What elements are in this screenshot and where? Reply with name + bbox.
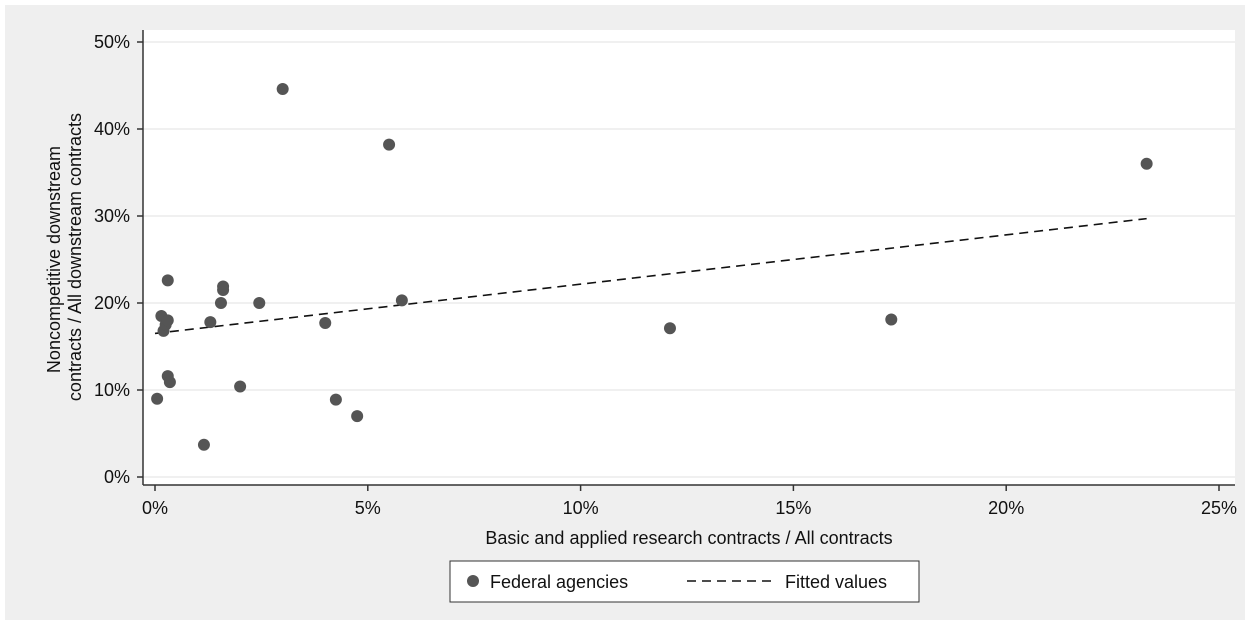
- y-tick-label: 20%: [94, 293, 130, 313]
- scatter-point: [197, 438, 210, 451]
- legend-marker-federal-agencies: [467, 575, 479, 587]
- scatter-point: [214, 297, 227, 309]
- x-tick-label: 0%: [142, 498, 168, 518]
- legend-label-fitted-values: Fitted values: [785, 572, 887, 592]
- legend: Federal agencies Fitted values: [449, 560, 920, 603]
- scatter-point: [234, 380, 247, 393]
- scatter-point: [885, 313, 898, 326]
- gridlines: [143, 41, 1235, 478]
- y-axis-title: Noncompetitive downstream contracts / Al…: [44, 113, 85, 401]
- scatter-point: [395, 294, 408, 307]
- x-axis-ticks: 0% 5% 10% 15% 20% 25%: [142, 485, 1237, 518]
- scatter-point: [351, 410, 364, 423]
- x-tick-label: 15%: [775, 498, 811, 518]
- x-tick-label: 20%: [988, 498, 1024, 518]
- y-tick-label: 10%: [94, 380, 130, 400]
- y-axis-ticks: 0% 10% 20% 30% 40% 50%: [94, 32, 143, 487]
- y-tick-label: 50%: [94, 32, 130, 52]
- y-tick-label: 30%: [94, 206, 130, 226]
- x-tick-label: 5%: [355, 498, 381, 518]
- scatter-point: [253, 297, 266, 309]
- scatter-point: [329, 393, 342, 406]
- scatter-point: [161, 274, 174, 287]
- scatter-point: [383, 138, 396, 151]
- scatter-point: [161, 314, 174, 327]
- fitted-line: [154, 217, 1147, 335]
- x-tick-label: 10%: [563, 498, 599, 518]
- legend-box: [449, 560, 920, 603]
- scatter-point: [204, 316, 217, 329]
- y-tick-label: 0%: [104, 467, 130, 487]
- y-axis-title-line-2: contracts / All downstream contracts: [65, 113, 85, 401]
- scatter-point: [217, 280, 230, 293]
- y-axis-title-line-1: Noncompetitive downstream: [44, 146, 64, 373]
- scatter-point: [663, 322, 676, 335]
- x-tick-label: 25%: [1201, 498, 1237, 518]
- y-tick-label: 40%: [94, 119, 130, 139]
- legend-label-federal-agencies: Federal agencies: [490, 572, 628, 592]
- scatter-point: [276, 82, 289, 95]
- plot-area: [143, 30, 1235, 485]
- data-points: [151, 82, 1153, 451]
- scatter-point: [1140, 157, 1153, 170]
- fitted-line-group: [154, 217, 1147, 335]
- scatter-point: [151, 392, 164, 405]
- x-axis-title: Basic and applied research contracts / A…: [485, 528, 892, 548]
- scatter-point: [163, 376, 176, 389]
- scatter-point: [319, 317, 332, 330]
